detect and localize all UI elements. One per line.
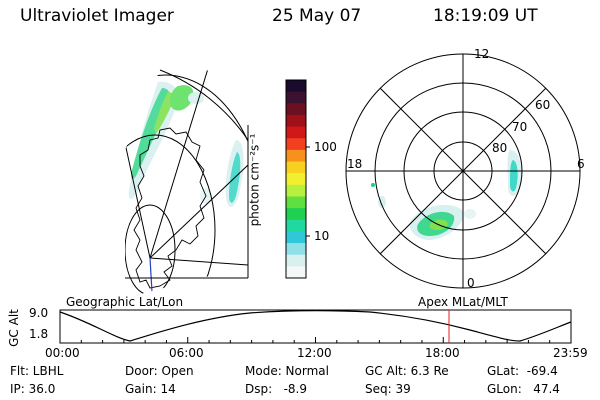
colorbar-swatch <box>286 219 306 232</box>
timeline-y-tick-high: 9.0 <box>29 306 49 320</box>
colorbar-swatch <box>286 138 306 151</box>
ip-info: IP: 36.0 <box>10 382 56 396</box>
x-tick-0000: 00:00 <box>45 346 80 360</box>
colorbar-tick-10: 10 <box>314 229 330 243</box>
seq-info: Seq: 39 <box>365 382 411 396</box>
aurora-emission-polar <box>371 150 522 240</box>
colorbar-swatch <box>286 114 306 128</box>
x-tick-2359: 23:59 <box>553 346 588 360</box>
aurora-emission-left <box>128 81 244 208</box>
time-label: 18:19:09 UT <box>433 6 538 26</box>
timeline-right-title: Apex MLat/MLT <box>418 295 508 309</box>
polar-plot <box>345 53 581 289</box>
dsp-info: Dsp: -8.9 <box>245 382 308 396</box>
gc-alt-info: GC Alt: 6.3 Re <box>365 364 449 378</box>
timeline-y-tick-low: 1.8 <box>29 327 49 341</box>
colorbar-swatch <box>286 231 306 244</box>
colorbar-swatch <box>286 149 306 163</box>
colorbar-units-label: photon cm⁻²s⁻¹ <box>247 133 262 227</box>
colorbar-swatch <box>286 91 306 104</box>
timeline-plot <box>59 309 572 344</box>
instrument-title: Ultraviolet Imager <box>20 6 174 26</box>
x-tick-1200: 12:00 <box>297 346 332 360</box>
colorbar-swatch <box>286 161 306 174</box>
timeline-left-title: Geographic Lat/Lon <box>66 295 184 309</box>
date-label: 25 May 07 <box>272 6 362 26</box>
colorbar-swatch <box>286 266 306 279</box>
colorbar-swatch <box>286 184 306 197</box>
mlt-label-12: 12 <box>474 47 490 61</box>
colorbar-swatch <box>286 208 306 221</box>
glat-info: GLat: -69.4 <box>487 364 558 378</box>
x-tick-0600: 06:00 <box>169 346 204 360</box>
colorbar-swatch <box>286 173 306 186</box>
colorbar-swatch <box>286 254 306 267</box>
colorbar-swatch <box>286 126 306 139</box>
lat-label-60: 60 <box>535 98 551 112</box>
timeline-y-axis-label: GC Alt <box>6 309 21 347</box>
mode-info: Mode: Normal <box>245 364 329 378</box>
mlt-label-0: 0 <box>467 276 475 290</box>
colorbar-swatch <box>286 243 306 256</box>
gain-info: Gain: 14 <box>125 382 176 396</box>
door-info: Door: Open <box>125 364 194 378</box>
x-tick-1800: 18:00 <box>425 346 460 360</box>
colorbar-swatch <box>286 80 306 93</box>
lat-label-80: 80 <box>492 141 508 155</box>
mlt-label-6: 6 <box>577 157 585 171</box>
colorbar-tick-100: 100 <box>314 140 337 154</box>
mlt-label-18: 18 <box>347 157 363 171</box>
color-bar <box>285 79 307 279</box>
lat-label-70: 70 <box>512 120 528 134</box>
colorbar-frame <box>285 79 307 279</box>
colorbar-swatch <box>286 196 306 209</box>
glon-info: GLon: 47.4 <box>487 382 560 396</box>
geographic-map <box>125 62 249 298</box>
colorbar-swatch <box>286 103 306 116</box>
filter-info: Flt: LBHL <box>10 364 64 378</box>
coastline <box>133 127 207 289</box>
altitude-curve <box>59 310 572 342</box>
